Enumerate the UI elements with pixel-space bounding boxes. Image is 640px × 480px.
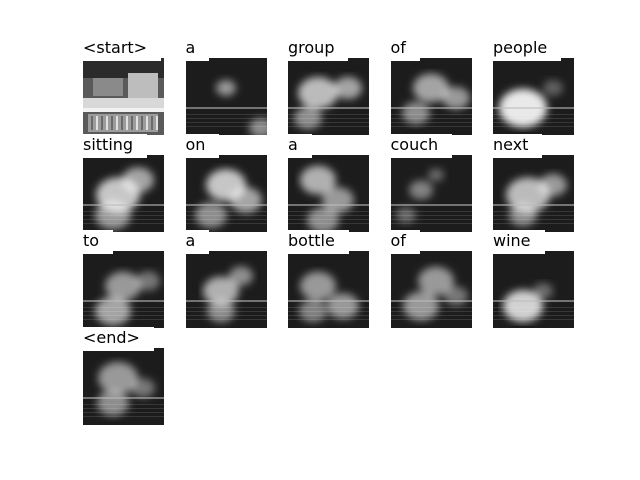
caption-word: wine	[493, 230, 545, 254]
attention-panel: of	[390, 37, 473, 135]
attention-panel: wine	[493, 230, 575, 328]
attention-map-image	[185, 58, 267, 135]
attention-map-image	[493, 58, 574, 135]
attention-panel: <end>	[83, 326, 165, 425]
attention-panel: a	[288, 133, 370, 232]
caption-word: a	[185, 230, 210, 254]
caption-word: <end>	[83, 326, 154, 351]
caption-word: sitting	[83, 133, 148, 158]
attention-panel: bottle	[288, 230, 370, 328]
attention-panel: <start>	[83, 37, 165, 135]
attention-map-image	[493, 154, 574, 232]
caption-word: of	[390, 230, 420, 254]
attention-map-image	[390, 154, 472, 232]
attention-map-image	[185, 154, 267, 232]
attention-map-image	[288, 154, 369, 232]
attention-map-image	[185, 251, 267, 328]
attention-panel: next	[493, 133, 575, 232]
source-image	[83, 58, 164, 135]
caption-word: of	[390, 37, 420, 61]
attention-map-image	[390, 58, 472, 135]
caption-word: to	[83, 230, 114, 254]
attention-panel: a	[185, 37, 268, 135]
attention-panel: to	[83, 230, 165, 328]
attention-panel: group	[288, 37, 370, 135]
caption-word: people	[493, 37, 562, 61]
caption-word: next	[493, 133, 543, 158]
caption-word: a	[288, 133, 312, 158]
attention-panel: sitting	[83, 133, 165, 232]
caption-word: <start>	[83, 37, 162, 61]
attention-map-image	[288, 58, 369, 135]
attention-panel: a	[185, 230, 268, 328]
caption-word: couch	[390, 133, 453, 158]
attention-map-image	[83, 154, 164, 232]
caption-word: on	[185, 133, 220, 158]
attention-map-image	[390, 251, 472, 328]
caption-word: a	[185, 37, 210, 61]
attention-map-image	[493, 251, 574, 328]
attention-map-image	[83, 347, 164, 425]
attention-map-image	[288, 251, 369, 328]
attention-panel: of	[390, 230, 473, 328]
attention-panel: couch	[390, 133, 473, 232]
attention-map-image	[83, 251, 164, 328]
caption-word: group	[288, 37, 349, 61]
attention-panel: on	[185, 133, 268, 232]
caption-word: bottle	[288, 230, 349, 254]
attention-panel: people	[493, 37, 575, 135]
